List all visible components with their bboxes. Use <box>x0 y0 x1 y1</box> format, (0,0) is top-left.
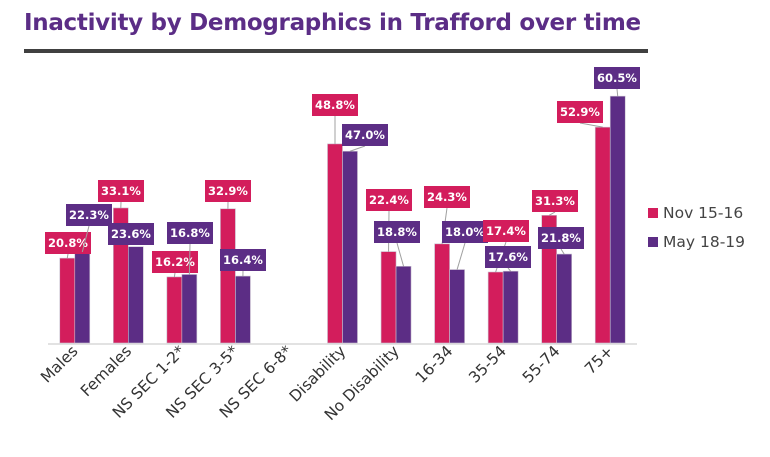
data-label: 16.2% <box>155 255 195 269</box>
bar <box>128 246 144 344</box>
leader-line <box>560 248 565 255</box>
data-label-box <box>485 246 531 268</box>
data-label: 18.0% <box>445 225 485 239</box>
bar <box>502 270 519 344</box>
data-label: 32.9% <box>208 184 248 198</box>
data-label-box <box>532 190 578 212</box>
leader-line <box>66 253 69 259</box>
data-label: 22.3% <box>69 208 109 222</box>
data-label-box <box>538 227 584 249</box>
data-label-box <box>108 223 154 245</box>
bar <box>380 251 397 344</box>
data-label: 52.9% <box>560 105 600 119</box>
bar <box>594 126 611 344</box>
bar <box>327 143 343 344</box>
leader-line <box>616 88 619 97</box>
data-label: 20.8% <box>48 236 88 250</box>
leader-line <box>396 242 405 267</box>
leader-line <box>456 242 466 270</box>
legend-label: Nov 15-16 <box>663 204 743 222</box>
bar <box>181 274 198 344</box>
leader-line <box>188 243 191 275</box>
data-label: 33.1% <box>101 184 141 198</box>
bar <box>395 265 412 344</box>
bar <box>235 275 251 344</box>
x-tick-label: 55-74 <box>519 342 564 387</box>
data-label: 47.0% <box>345 128 385 142</box>
x-tick-label: 35-54 <box>465 342 510 387</box>
legend-swatch <box>648 237 658 247</box>
data-label: 60.5% <box>597 71 637 85</box>
data-label-box <box>424 186 470 208</box>
chart-title: Inactivity by Demographics in Trafford o… <box>24 10 641 36</box>
data-label: 16.8% <box>170 226 210 240</box>
data-label-box <box>205 180 251 202</box>
data-label-box <box>366 189 412 211</box>
data-label-box <box>98 180 144 202</box>
data-label: 48.8% <box>315 98 355 112</box>
data-label: 17.4% <box>486 224 526 238</box>
data-label: 24.3% <box>427 190 467 204</box>
data-label-box <box>45 232 91 254</box>
data-label-box <box>594 67 640 89</box>
leader-line <box>507 267 512 272</box>
title-underline <box>24 49 648 53</box>
data-label-box <box>220 249 266 271</box>
leader-line <box>548 211 556 216</box>
legend-swatch <box>648 208 658 218</box>
data-label-box <box>312 94 358 116</box>
bar <box>59 257 76 344</box>
data-label: 22.4% <box>369 193 409 207</box>
bar <box>449 269 465 344</box>
leader-line <box>173 272 176 277</box>
bar <box>556 253 572 344</box>
x-tick-label: 75+ <box>581 342 617 378</box>
x-tick-label: 16-34 <box>412 342 457 387</box>
bar <box>609 95 626 344</box>
data-label-box <box>167 222 213 244</box>
data-label: 31.3% <box>535 194 575 208</box>
bar <box>434 243 450 344</box>
x-tick-label: Males <box>37 342 81 386</box>
bar <box>74 251 91 344</box>
data-label: 21.8% <box>541 231 581 245</box>
data-label-box <box>442 221 488 243</box>
data-label: 16.4% <box>223 253 263 267</box>
legend-label: May 18-19 <box>663 233 745 251</box>
data-label-box <box>152 251 198 273</box>
bar <box>220 208 236 344</box>
data-label: 18.8% <box>377 225 417 239</box>
bar <box>166 276 183 344</box>
data-label-box <box>342 124 388 146</box>
data-label: 23.6% <box>111 227 151 241</box>
bar <box>342 150 358 344</box>
data-label-box <box>66 204 112 226</box>
data-label-box <box>483 220 529 242</box>
data-label: 17.6% <box>488 250 528 264</box>
bar <box>487 271 504 344</box>
leader-line <box>349 145 366 152</box>
leader-line <box>81 225 90 253</box>
data-label-box <box>374 221 420 243</box>
leader-line <box>579 122 603 128</box>
data-label-box <box>557 101 603 123</box>
